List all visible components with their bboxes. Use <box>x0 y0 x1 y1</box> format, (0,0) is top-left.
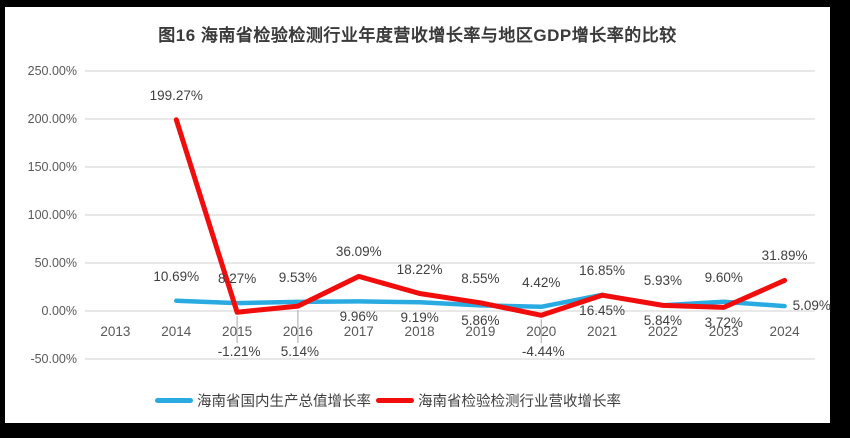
y-tick-label: 150.00% <box>27 160 77 174</box>
y-tick-label: 0.00% <box>41 304 77 318</box>
data-label: 9.19% <box>400 310 439 326</box>
x-category-label: 2017 <box>343 324 374 339</box>
y-tick-label: 50.00% <box>34 256 77 270</box>
data-label: 5.86% <box>461 313 500 329</box>
industry-line-swatch <box>376 397 414 403</box>
data-label: -1.21% <box>217 344 261 359</box>
x-category-label: 2019 <box>465 324 496 339</box>
data-label: 18.22% <box>396 261 443 277</box>
data-label: -4.44% <box>521 344 565 359</box>
data-label: 3.72% <box>704 315 743 331</box>
chart-frame: 图16 海南省检验检测行业年度营收增长率与地区GDP增长率的比较 250.00%… <box>5 7 831 423</box>
data-label: 9.96% <box>339 309 378 325</box>
gdp-line-swatch <box>155 397 193 403</box>
data-label: 5.09% <box>792 298 831 314</box>
x-category-label: 2020 <box>526 324 557 339</box>
legend: 海南省国内生产总值增长率 海南省检验检测行业营收增长率 <box>155 390 621 411</box>
y-tick-label: 100.00% <box>27 208 77 222</box>
data-label: 31.89% <box>761 248 808 264</box>
x-category-label: 2016 <box>282 324 313 339</box>
y-tick-label: 250.00% <box>27 64 77 78</box>
x-category-label: 2018 <box>404 324 435 339</box>
data-label: 5.14% <box>280 344 320 359</box>
legend-label-industry: 海南省检验检测行业营收增长率 <box>418 393 621 410</box>
chart-title: 图16 海南省检验检测行业年度营收增长率与地区GDP增长率的比较 <box>158 26 677 45</box>
data-label: 4.42% <box>522 274 561 290</box>
y-tick-label: 200.00% <box>27 112 77 126</box>
legend-item-industry: 海南省检验检测行业营收增长率 <box>376 390 621 411</box>
testing-industry-revenue-line <box>173 117 788 318</box>
data-label: 16.85% <box>579 262 625 278</box>
data-label: 36.09% <box>335 244 382 260</box>
y-tick-label: -50.00% <box>30 352 77 366</box>
data-label: 9.53% <box>278 269 318 285</box>
plot-svg <box>85 70 815 360</box>
data-label: 16.45% <box>579 303 625 319</box>
data-label: 199.27% <box>149 87 203 103</box>
x-category-label: 2021 <box>587 324 618 339</box>
data-label: 8.55% <box>461 270 500 286</box>
x-category-label: 2023 <box>708 324 739 339</box>
x-category-label: 2014 <box>161 324 192 339</box>
data-label: 5.84% <box>643 313 683 329</box>
data-label: 5.93% <box>643 273 683 289</box>
x-category-label: 2013 <box>100 324 131 339</box>
data-label: 9.60% <box>704 269 743 285</box>
data-label: 10.69% <box>153 268 200 284</box>
x-category-label: 2015 <box>222 324 253 339</box>
x-category-label: 2022 <box>647 324 678 339</box>
x-category-label: 2024 <box>769 324 800 339</box>
data-label: 8.27% <box>217 271 257 287</box>
legend-label-gdp: 海南省国内生产总值增长率 <box>197 393 371 410</box>
legend-item-gdp: 海南省国内生产总值增长率 <box>155 390 371 411</box>
